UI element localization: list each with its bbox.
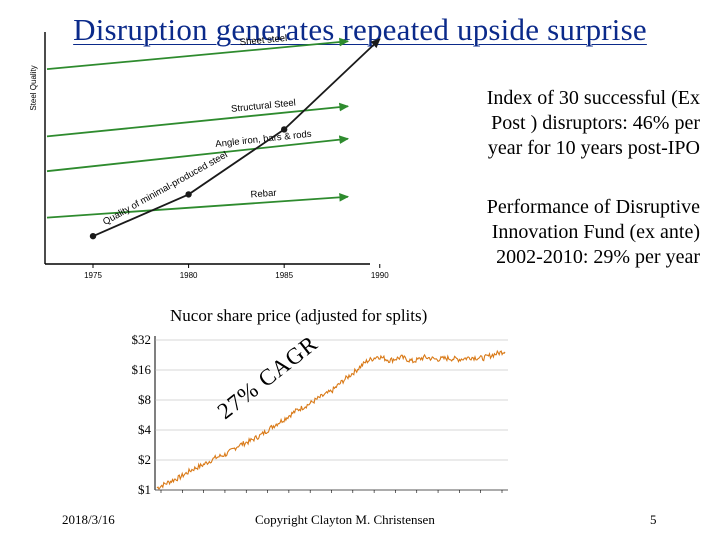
price-tick-label: $1 [138,482,151,497]
tier-arrow [46,102,350,138]
slide-title: Disruption generates repeated upside sur… [73,12,647,47]
tier-arrow [46,135,350,173]
trajectory-point [185,191,192,198]
x-tick-label: 1985 [275,271,293,280]
note-line: Performance of Disruptive [486,196,700,218]
page-number: 5 [650,512,657,527]
x-tick-label: 1975 [84,271,102,280]
tier-label: Sheet steel [239,33,287,48]
tier-arrow [46,37,350,71]
footer-copyright: Copyright Clayton M. Christensen [255,512,435,527]
nucor-price-chart: $32 $16 $8 $4 $2 $1 27% CAGR [132,330,508,497]
nucor-chart-title: Nucor share price (adjusted for splits) [170,306,428,325]
note-line: year for 10 years post-IPO [487,137,700,159]
price-tick-label: $2 [138,452,151,467]
trajectory-point [280,126,288,133]
nucor-price-line [156,349,506,491]
price-tick-label: $4 [138,422,152,437]
price-tick-label: $32 [132,332,152,347]
steel-quality-chart: Steel Quality 1975 1980 1985 1990 Sheet steel… [29,32,389,280]
ex-post-index-note: Index of 30 successful (Ex Post ) disrup… [487,86,700,161]
tier-label: Angle iron, bars & rods [215,129,313,150]
tier-arrow [46,193,350,219]
price-tick-label: $16 [132,362,152,377]
x-tick-label: 1990 [371,271,389,280]
note-line: Index of 30 successful (Ex [486,87,700,109]
trajectory-point [89,232,97,240]
note-line: Post ) disruptors: 46% per [491,112,700,134]
quality-trajectory-line [92,38,381,238]
cagr-annotation: 27% CAGR [213,330,323,423]
note-line: 2002-2010: 29% per year [496,246,700,268]
y-axis-label: Steel Quality [29,65,38,110]
innovation-fund-note: Performance of Disruptive Innovation Fun… [487,195,700,270]
tier-label: Rebar [250,188,277,201]
price-tick-label: $8 [138,392,151,407]
note-line: Innovation Fund (ex ante) [491,221,700,243]
trajectory-label: Quality of minimal-produced steel [101,149,229,227]
x-tick-label: 1980 [180,271,198,280]
footer-date: 2018/3/16 [62,512,115,527]
